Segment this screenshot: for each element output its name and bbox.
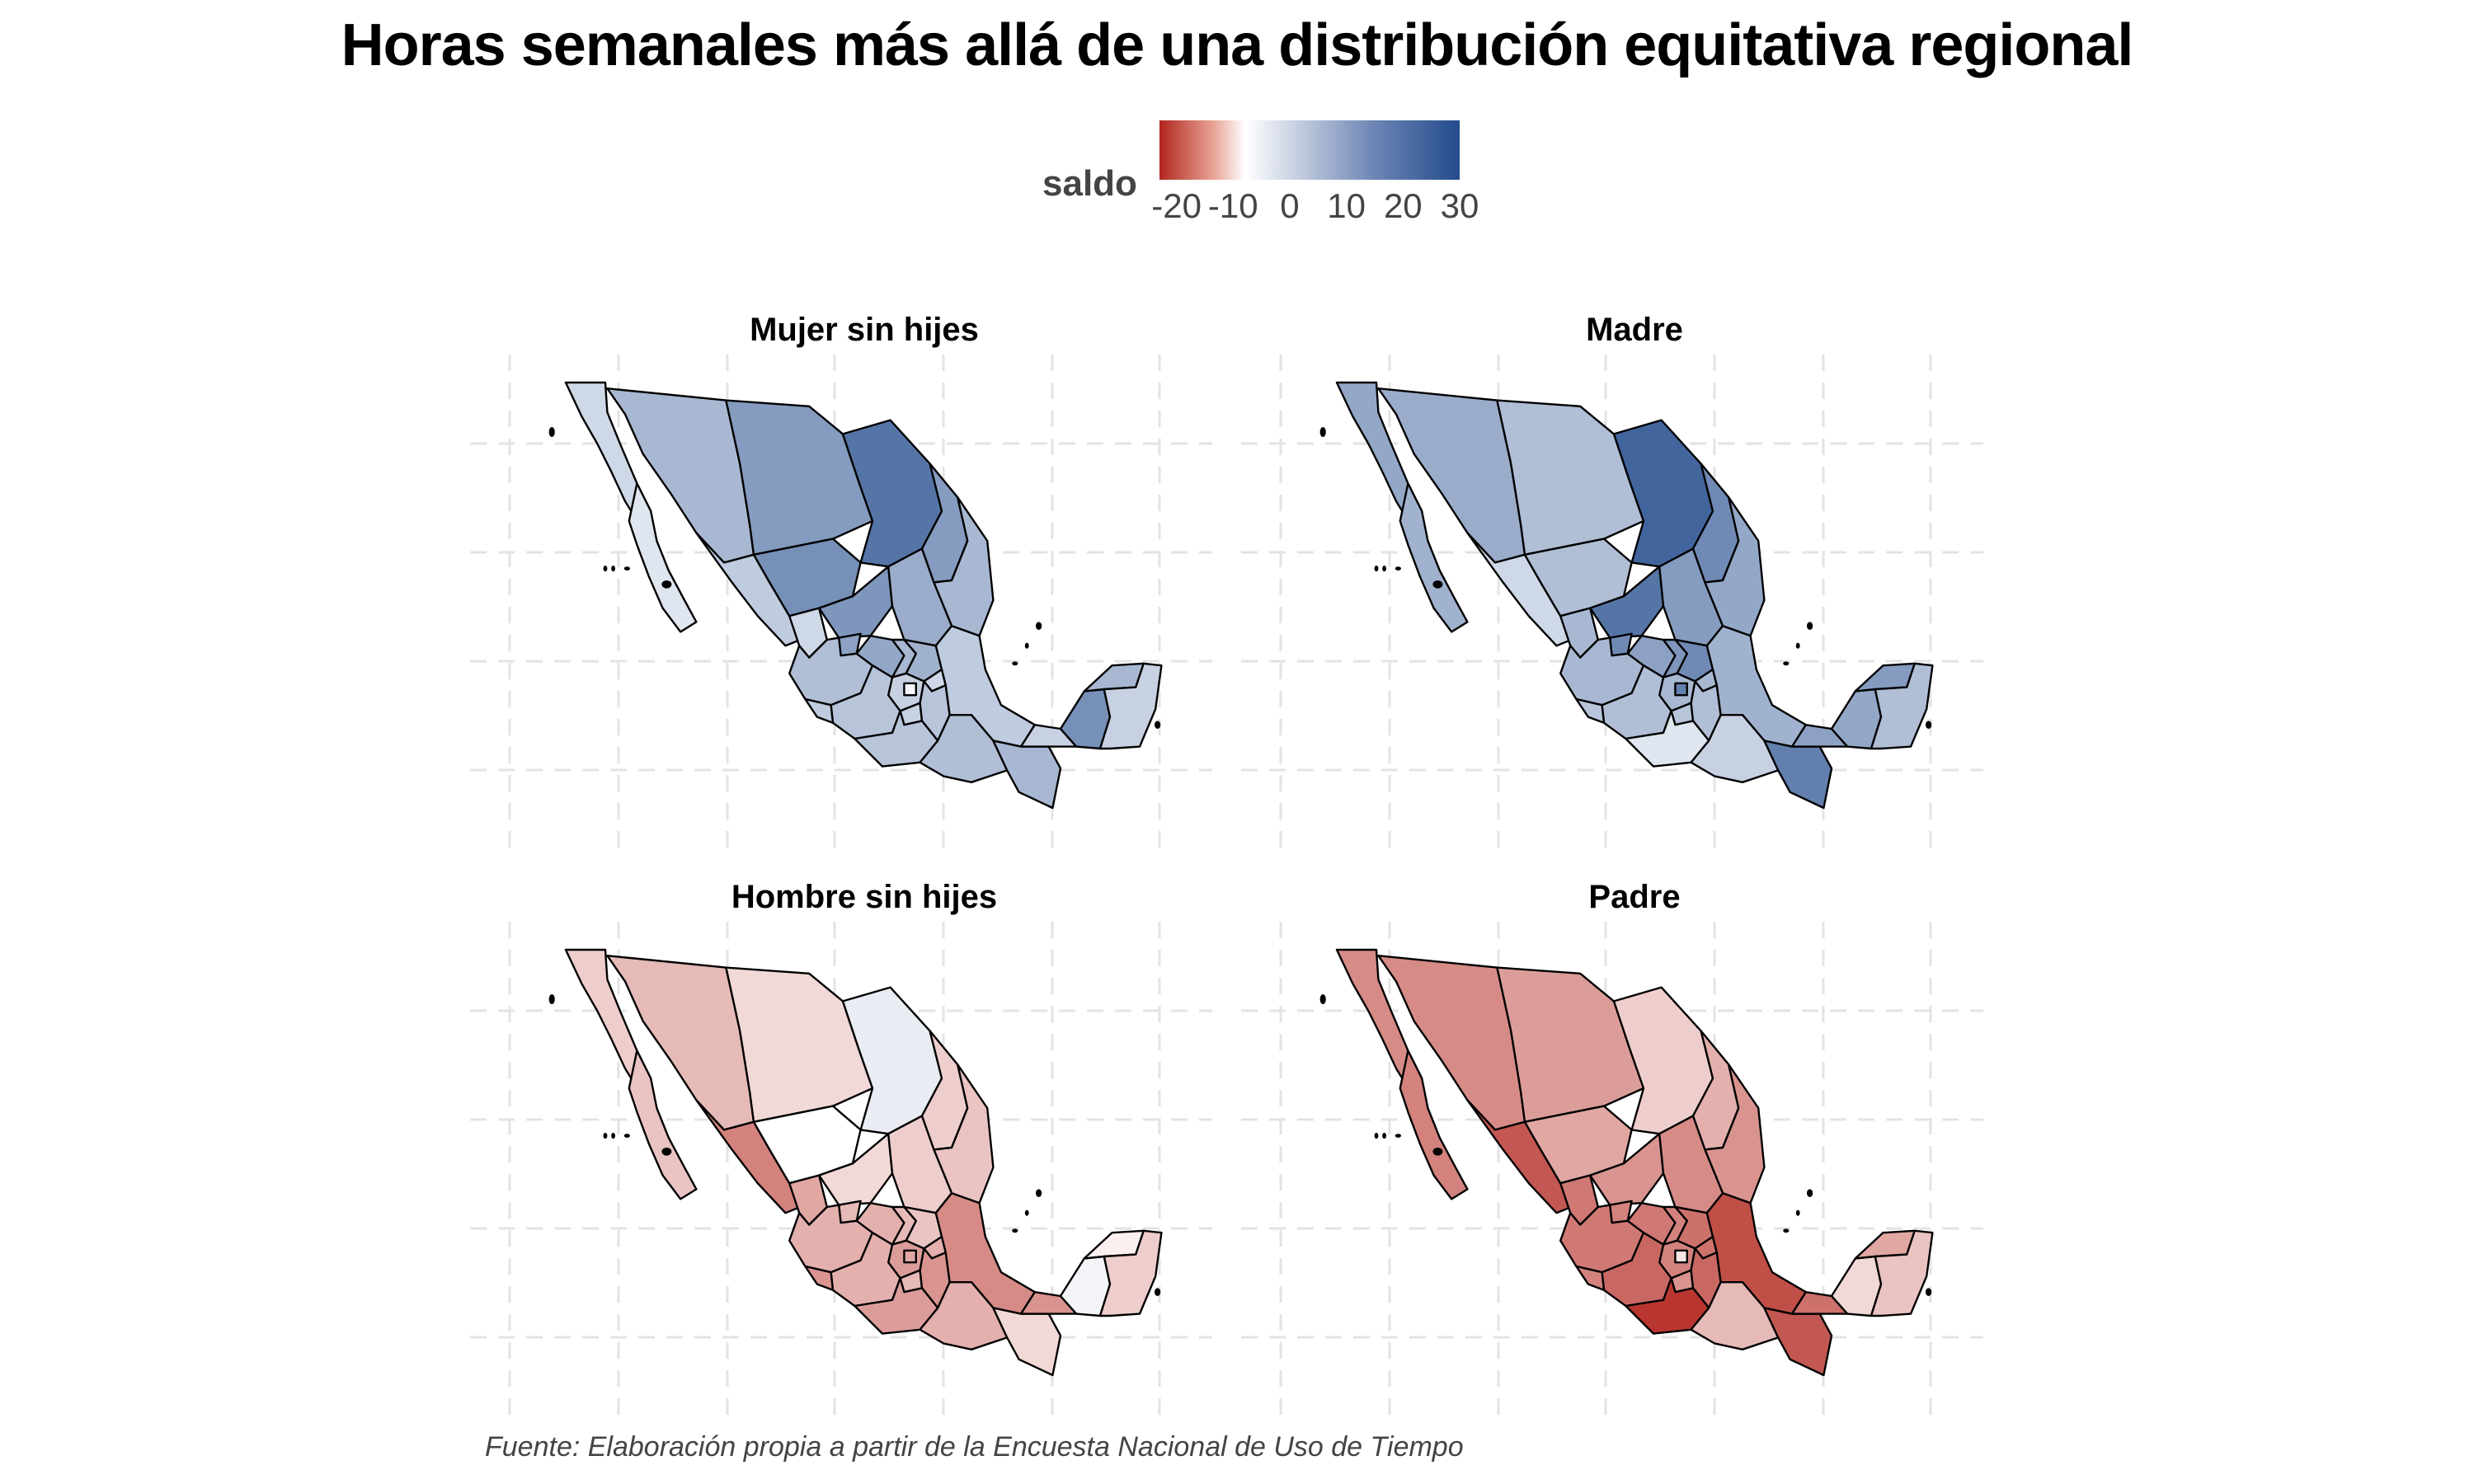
island-mark xyxy=(611,1133,615,1139)
island-mark xyxy=(1926,1288,1932,1296)
island-mark xyxy=(1374,566,1379,572)
panel-title-padre: Padre xyxy=(1588,879,1681,915)
island-mark xyxy=(603,566,608,572)
source-caption: Fuente: Elaboración propia a partir de l… xyxy=(485,1431,1464,1463)
legend-tick-label: 30 xyxy=(1440,186,1479,225)
state-gro xyxy=(854,1277,939,1335)
state-bcs xyxy=(1399,1050,1469,1200)
island-mark xyxy=(1374,1133,1379,1139)
island-mark xyxy=(1012,661,1018,666)
island-mark xyxy=(661,580,672,589)
legend-tick-label: 0 xyxy=(1280,186,1300,225)
state-bcs xyxy=(1399,482,1469,633)
state-gro xyxy=(854,710,939,768)
state-cdmx xyxy=(903,682,918,697)
state-chp xyxy=(1763,740,1833,810)
island-mark xyxy=(1319,427,1326,437)
map-panel-hombre-sin-hijes xyxy=(470,922,1212,1425)
state-mic xyxy=(830,665,901,740)
state-gro xyxy=(1625,710,1710,768)
state-cdmx xyxy=(1674,1249,1689,1264)
island-mark xyxy=(548,427,555,437)
island-mark xyxy=(1024,1209,1029,1216)
legend-colorbar xyxy=(1159,120,1460,180)
state-col xyxy=(804,697,835,725)
island-mark xyxy=(1795,642,1800,649)
state-gro xyxy=(1625,1277,1710,1335)
state-roo xyxy=(1870,662,1934,750)
island-mark xyxy=(661,1148,672,1156)
state-roo xyxy=(1098,662,1163,750)
legend-tick-label: 20 xyxy=(1383,186,1423,225)
island-mark xyxy=(1395,1134,1401,1138)
state-roo xyxy=(1870,1229,1934,1317)
state-bcs xyxy=(628,1050,698,1200)
island-mark xyxy=(1036,1189,1042,1197)
island-mark xyxy=(611,566,615,572)
legend-title: saldo xyxy=(1042,163,1137,204)
state-chp xyxy=(992,740,1062,810)
island-mark xyxy=(1432,1148,1443,1156)
state-chp xyxy=(1763,1307,1833,1377)
legend-tick-label: 10 xyxy=(1327,186,1366,225)
legend-ticks: -20 -10 0 10 20 30 xyxy=(1151,186,1479,236)
island-mark xyxy=(1432,580,1443,589)
state-cdmx xyxy=(1674,682,1689,697)
panel-title-hombre-sin-hijes: Hombre sin hijes xyxy=(731,879,998,915)
state-col xyxy=(1575,1265,1606,1292)
island-mark xyxy=(623,566,630,571)
island-mark xyxy=(1382,1133,1386,1139)
island-mark xyxy=(1795,1209,1800,1216)
island-mark xyxy=(623,1134,630,1138)
island-mark xyxy=(1024,642,1029,649)
island-mark xyxy=(548,994,555,1004)
state-bcs xyxy=(628,482,698,633)
map-panel-madre xyxy=(1241,355,1983,857)
island-mark xyxy=(1926,721,1932,729)
state-roo xyxy=(1098,1229,1163,1317)
island-mark xyxy=(1382,566,1386,572)
state-col xyxy=(1575,697,1606,725)
island-mark xyxy=(1155,1288,1161,1296)
state-cdmx xyxy=(903,1249,918,1264)
legend-tick-label: -20 xyxy=(1151,186,1202,225)
island-mark xyxy=(1036,622,1042,630)
island-mark xyxy=(1783,661,1790,666)
island-mark xyxy=(1783,1228,1790,1233)
state-chp xyxy=(992,1307,1062,1377)
island-mark xyxy=(603,1133,608,1139)
island-mark xyxy=(1155,721,1161,729)
chart-title: Horas semanales más allá de una distribu… xyxy=(341,12,2134,78)
state-col xyxy=(804,1265,835,1292)
panel-title-madre: Madre xyxy=(1586,312,1683,348)
island-mark xyxy=(1012,1228,1018,1233)
map-panel-padre xyxy=(1241,922,1983,1425)
island-mark xyxy=(1807,622,1813,630)
island-mark xyxy=(1807,1189,1813,1197)
map-panel-mujer-sin-hijes xyxy=(470,355,1212,857)
state-mic xyxy=(1601,665,1672,740)
legend-tick-label: -10 xyxy=(1207,186,1258,225)
island-mark xyxy=(1319,994,1326,1004)
island-mark xyxy=(1395,566,1401,571)
state-mic xyxy=(830,1232,901,1308)
color-legend: saldo -20 -10 0 10 20 30 xyxy=(1031,117,1493,241)
panel-title-mujer-sin-hijes: Mujer sin hijes xyxy=(750,312,979,348)
state-mic xyxy=(1601,1232,1672,1308)
